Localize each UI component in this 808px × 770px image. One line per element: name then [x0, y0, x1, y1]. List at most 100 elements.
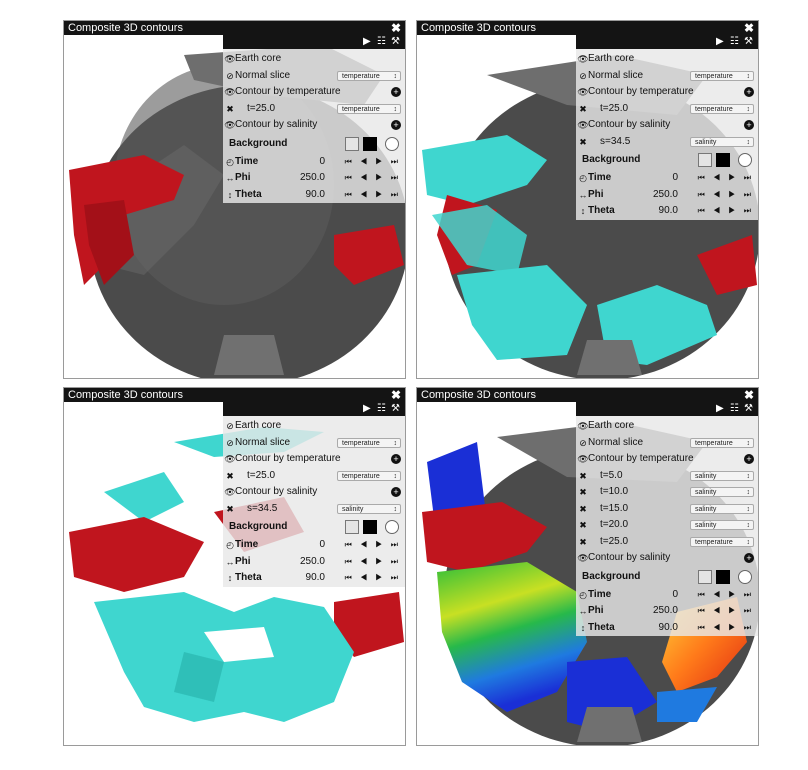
window-titlebar[interactable]: Composite 3D contours ✖ [64, 21, 405, 35]
background-white-swatch[interactable] [738, 569, 752, 584]
remove-icon[interactable]: ✖ [579, 103, 587, 114]
remove-icon[interactable]: ✖ [579, 470, 587, 481]
remove-icon[interactable]: ✖ [579, 503, 587, 514]
close-icon[interactable]: ✖ [390, 388, 401, 402]
toggle-contour-salinity[interactable]: 👁 Contour by salinity + [576, 550, 758, 567]
close-icon[interactable]: ✖ [390, 21, 401, 35]
toggle-normal-slice[interactable]: ⊘ Normal slice temperature [576, 68, 758, 85]
toggle-contour-salinity[interactable]: 👁 Contour by salinity + [576, 117, 758, 134]
expand-icon[interactable]: ☷ [730, 36, 739, 47]
background-gray-swatch[interactable] [698, 153, 712, 167]
step-controls[interactable]: ⏮ ◀ ▶ ⏭ [697, 173, 754, 182]
toggle-earth-core[interactable]: ⊘ Earth core [223, 418, 405, 435]
add-contour-button[interactable]: + [391, 487, 401, 497]
toggle-normal-slice[interactable]: ⊘ Normal slice temperature [223, 68, 405, 85]
toggle-contour-salinity[interactable]: 👁 Contour by salinity + [223, 117, 405, 134]
step-controls[interactable]: ⏮ ◀ ▶ ⏭ [697, 622, 754, 632]
eye-icon[interactable]: 👁 [577, 454, 589, 464]
toggle-contour-salinity[interactable]: 👁 Contour by salinity + [223, 484, 405, 501]
step-controls[interactable]: ⏮ ◀ ▶ ⏭ [344, 556, 401, 566]
eye-icon[interactable]: 👁 [224, 54, 236, 64]
toggle-earth-core[interactable]: 👁 Earth core [576, 51, 758, 68]
close-icon[interactable]: ✖ [743, 21, 754, 35]
step-controls[interactable]: ⏮ ◀ ▶ ⏭ [344, 540, 401, 549]
remove-icon[interactable]: ✖ [579, 520, 587, 530]
variable-select[interactable]: temperature [337, 70, 401, 82]
remove-icon[interactable]: ✖ [226, 503, 234, 514]
remove-icon[interactable]: ✖ [226, 470, 234, 481]
background-black-swatch[interactable] [716, 153, 730, 167]
variable-select[interactable]: salinity [337, 503, 401, 515]
background-gray-swatch[interactable] [345, 136, 359, 151]
background-white-swatch[interactable] [385, 520, 399, 534]
background-white-swatch[interactable] [385, 136, 399, 151]
toggle-contour-temperature[interactable]: 👁 Contour by temperature + [223, 84, 405, 101]
variable-select[interactable]: salinity [690, 136, 754, 148]
expand-icon[interactable]: ☷ [730, 403, 739, 414]
eye-icon[interactable]: 👁 [577, 120, 589, 130]
eye-slash-icon[interactable]: ⊘ [226, 70, 234, 81]
step-controls[interactable]: ⏮ ◀ ▶ ⏭ [344, 189, 401, 199]
add-contour-button[interactable]: + [391, 120, 401, 130]
add-contour-button[interactable]: + [744, 87, 754, 97]
play-icon[interactable]: ▶ [363, 36, 371, 47]
variable-select[interactable]: salinity [690, 520, 754, 531]
eye-slash-icon[interactable]: ⊘ [226, 437, 234, 448]
background-white-swatch[interactable] [738, 153, 752, 167]
step-controls[interactable]: ⏮ ◀ ▶ ⏭ [344, 173, 401, 182]
toggle-contour-temperature[interactable]: 👁 Contour by temperature + [576, 451, 758, 468]
background-black-swatch[interactable] [716, 569, 730, 584]
eye-icon[interactable]: 👁 [224, 487, 236, 497]
add-contour-button[interactable]: + [744, 553, 754, 563]
variable-select[interactable]: salinity [690, 470, 754, 482]
eye-slash-icon[interactable]: ⊘ [226, 421, 234, 431]
step-controls[interactable]: ⏮ ◀ ▶ ⏭ [697, 206, 754, 215]
variable-select[interactable]: salinity [690, 503, 754, 515]
eye-icon[interactable]: 👁 [577, 54, 589, 64]
remove-icon[interactable]: ✖ [579, 136, 587, 147]
add-contour-button[interactable]: + [744, 120, 754, 130]
add-contour-button[interactable]: + [391, 454, 401, 464]
play-icon[interactable]: ▶ [716, 36, 724, 47]
variable-select[interactable]: temperature [690, 103, 754, 115]
play-icon[interactable]: ▶ [363, 403, 371, 414]
eye-icon[interactable]: 👁 [577, 87, 589, 97]
variable-select[interactable]: temperature [690, 70, 754, 82]
add-contour-button[interactable]: + [744, 454, 754, 464]
remove-icon[interactable]: ✖ [579, 487, 587, 497]
step-controls[interactable]: ⏮ ◀ ▶ ⏭ [344, 573, 401, 582]
eye-icon[interactable]: 👁 [577, 553, 589, 563]
variable-select[interactable]: temperature [337, 470, 401, 482]
remove-icon[interactable]: ✖ [226, 103, 234, 114]
play-icon[interactable]: ▶ [716, 403, 724, 414]
window-titlebar[interactable]: Composite 3D contours ✖ [417, 388, 758, 402]
tools-icon[interactable]: ⚒ [391, 403, 400, 414]
add-contour-button[interactable]: + [391, 87, 401, 97]
background-black-swatch[interactable] [363, 136, 377, 151]
step-controls[interactable]: ⏮ ◀ ▶ ⏭ [697, 189, 754, 199]
variable-select[interactable]: temperature [337, 437, 401, 449]
remove-icon[interactable]: ✖ [579, 536, 587, 547]
eye-icon[interactable]: 👁 [577, 421, 589, 431]
background-gray-swatch[interactable] [698, 569, 712, 584]
variable-select[interactable]: salinity [690, 487, 754, 498]
eye-icon[interactable]: 👁 [224, 454, 236, 464]
expand-icon[interactable]: ☷ [377, 36, 386, 47]
variable-select[interactable]: temperature [690, 536, 754, 548]
window-titlebar[interactable]: Composite 3D contours ✖ [64, 388, 405, 402]
tools-icon[interactable]: ⚒ [744, 403, 753, 414]
close-icon[interactable]: ✖ [743, 388, 754, 402]
expand-icon[interactable]: ☷ [377, 403, 386, 414]
tools-icon[interactable]: ⚒ [744, 36, 753, 47]
window-titlebar[interactable]: Composite 3D contours ✖ [417, 21, 758, 35]
eye-icon[interactable]: 👁 [224, 120, 236, 130]
toggle-contour-temperature[interactable]: 👁 Contour by temperature + [223, 451, 405, 468]
toggle-normal-slice[interactable]: ⊘ Normal slice temperature [576, 435, 758, 452]
eye-slash-icon[interactable]: ⊘ [579, 437, 587, 448]
step-controls[interactable]: ⏮ ◀ ▶ ⏭ [697, 589, 754, 599]
step-controls[interactable]: ⏮ ◀ ▶ ⏭ [697, 606, 754, 615]
eye-icon[interactable]: 👁 [224, 87, 236, 97]
background-gray-swatch[interactable] [345, 520, 359, 534]
toggle-earth-core[interactable]: 👁 Earth core [223, 51, 405, 68]
toggle-earth-core[interactable]: 👁 Earth core [576, 418, 758, 435]
